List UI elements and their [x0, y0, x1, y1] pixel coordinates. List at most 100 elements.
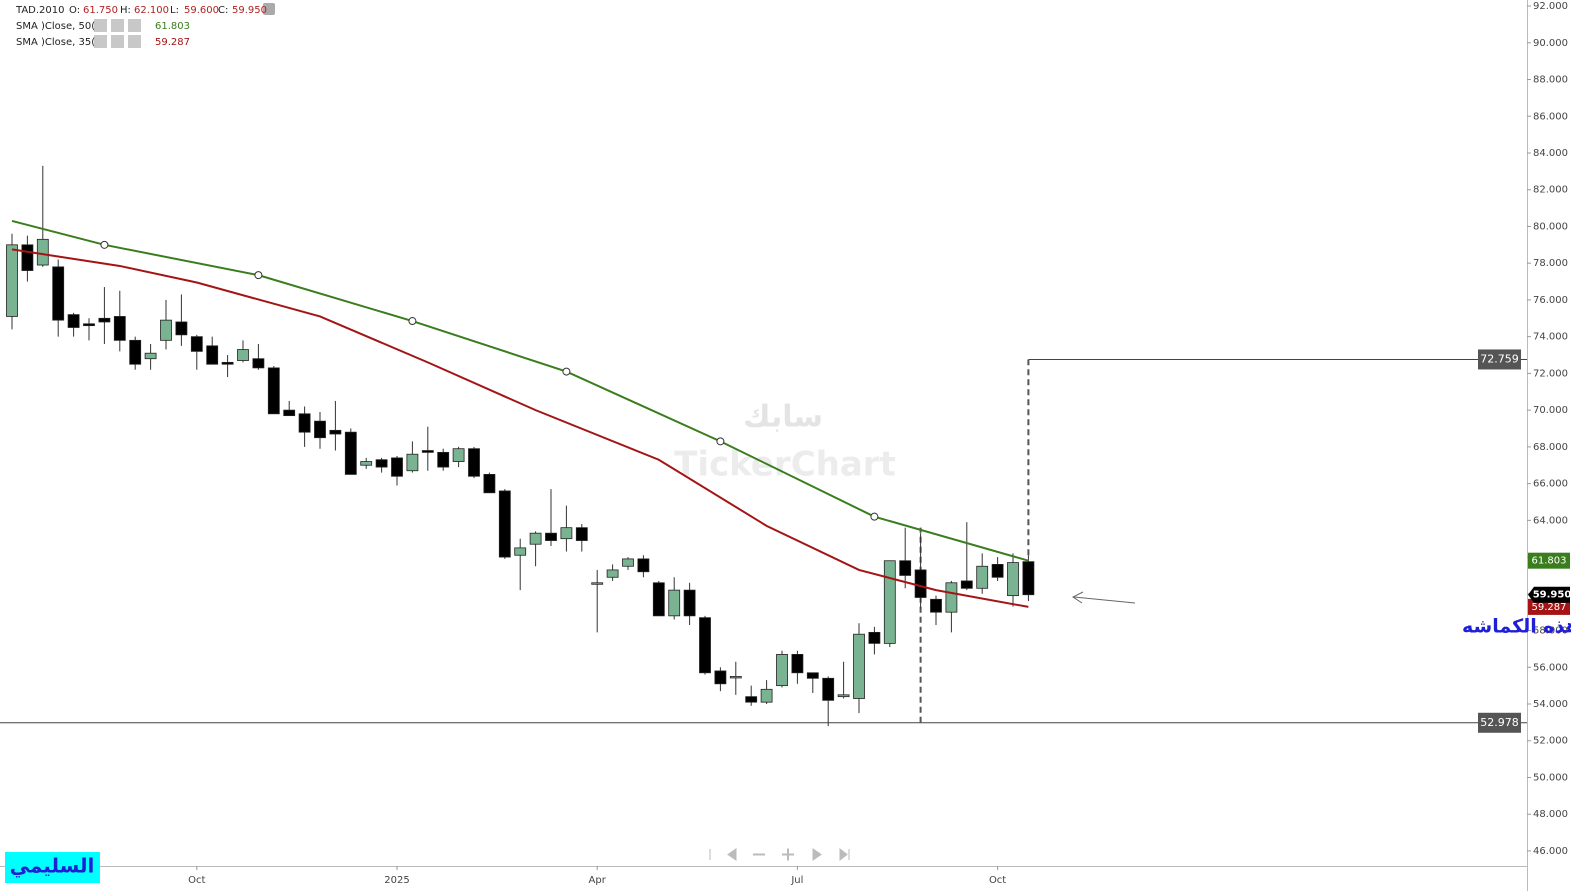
sma-line: [11, 219, 1029, 562]
nav-prev[interactable]: [727, 848, 737, 861]
symbol: TAD.2010: [15, 5, 65, 16]
y-tick-label: 54.000: [1533, 699, 1568, 710]
candle-body: [468, 448, 480, 477]
candle-body: [283, 409, 296, 417]
candle-body: [437, 451, 450, 468]
price-badge: [1528, 552, 1570, 569]
candle-body: [683, 589, 696, 617]
legend-value: 59.287: [155, 37, 190, 48]
y-tick-label: 58.000: [1533, 626, 1568, 637]
candle-body: [776, 654, 788, 687]
icon-visibility[interactable]: [94, 35, 107, 48]
ohlc-value: 59.950: [232, 5, 267, 16]
candle-body: [483, 474, 496, 494]
y-tick-label: 66.000: [1533, 479, 1568, 490]
x-tick-label: Oct: [989, 875, 1006, 886]
arrow-head: [1072, 591, 1084, 604]
author-box: [5, 852, 100, 883]
candle-body: [652, 582, 665, 617]
legend-name: SMA )Close, 35(: [16, 37, 95, 48]
author-label: السليمي: [10, 854, 95, 879]
icon-settings[interactable]: [111, 35, 124, 48]
candle-body: [545, 532, 557, 541]
y-tick-label: 88.000: [1533, 75, 1568, 86]
sma-marker: [100, 240, 109, 249]
watermark-brand: TickerChart: [674, 445, 896, 485]
candle-body: [575, 527, 588, 541]
x-tick-label: 2025: [384, 875, 409, 886]
candle-body: [344, 431, 357, 475]
annotation-note: شتخرج سابك الاسبوع القادم من هذه الكماشه: [1462, 616, 1571, 638]
x-tick-label: Oct: [188, 875, 205, 886]
candle-body: [160, 319, 172, 341]
candle-body: [514, 547, 527, 556]
icon-settings[interactable]: [111, 19, 124, 32]
last-price-label: 59.950: [1533, 590, 1571, 601]
y-tick-label: 74.000: [1533, 332, 1568, 343]
sma-marker: [870, 512, 879, 521]
candle-body: [452, 448, 465, 462]
legend-value: 61.803: [155, 21, 190, 32]
y-tick-label: 68.000: [1533, 442, 1568, 453]
candle-body: [298, 413, 311, 433]
header: TAD.2010 O: 61.750 H: 62.100 L: 59.600 C: 59.950…: [15, 3, 275, 48]
candle-body: [421, 450, 434, 453]
ohlc-label: L:: [170, 5, 179, 16]
watermark-name: سابك: [743, 400, 823, 435]
y-tick-label: 64.000: [1533, 515, 1568, 526]
candle-body: [930, 598, 942, 613]
candle-body: [699, 617, 711, 674]
nav-next[interactable]: [812, 848, 822, 861]
candle-body: [822, 677, 835, 701]
candle-body: [622, 558, 634, 567]
candle-body: [1007, 562, 1019, 597]
candle-body: [98, 317, 111, 323]
y-tick-label: 78.000: [1533, 258, 1568, 269]
y-tick-label: 92.000: [1533, 1, 1568, 12]
candle-body: [883, 560, 896, 644]
y-tick-label: 82.000: [1533, 185, 1568, 196]
candle-body: [498, 490, 511, 558]
candle-body: [837, 694, 850, 698]
candle-body: [206, 345, 219, 365]
level-badge: [1478, 349, 1521, 370]
nav-zoom-in[interactable]: [782, 848, 794, 861]
indicator-icons: [94, 19, 141, 48]
icon-visibility[interactable]: [94, 19, 107, 32]
candle-body: [6, 244, 18, 317]
arrow-shaft: [1073, 596, 1136, 604]
candle-body: [668, 589, 681, 617]
candle-body: [406, 453, 419, 472]
candle-body: [36, 238, 49, 266]
candle-body: [945, 582, 958, 613]
candle-body: [791, 654, 804, 674]
sma-line: [11, 248, 1029, 608]
y-tick-label: 90.000: [1533, 38, 1568, 49]
candle-body: [221, 361, 234, 365]
candle-body: [113, 316, 126, 341]
candle-body: [868, 631, 881, 644]
candle-body: [806, 672, 819, 679]
candle-body: [1022, 561, 1035, 596]
level-label: 52.978: [1480, 716, 1519, 729]
candle-body: [237, 349, 249, 361]
price-badge: [1528, 598, 1570, 615]
price-badge-label: 61.803: [1532, 556, 1567, 567]
candle-body: [144, 352, 157, 360]
ohlc-value: 62.100: [134, 5, 169, 16]
candle-body: [190, 336, 203, 352]
candle-body: [606, 569, 619, 578]
candle-body: [360, 461, 373, 466]
ohlc-label: C:: [218, 5, 228, 16]
header-menu[interactable]: [263, 3, 275, 15]
y-tick-label: 72.000: [1533, 368, 1568, 379]
candle-body: [52, 266, 65, 321]
x-tick-label: Apr: [589, 875, 607, 886]
candle-body: [591, 582, 604, 585]
icon-close[interactable]: [128, 19, 141, 32]
nav-end[interactable]: [839, 847, 848, 862]
sma-marker: [254, 271, 263, 280]
icon-close[interactable]: [128, 35, 141, 48]
